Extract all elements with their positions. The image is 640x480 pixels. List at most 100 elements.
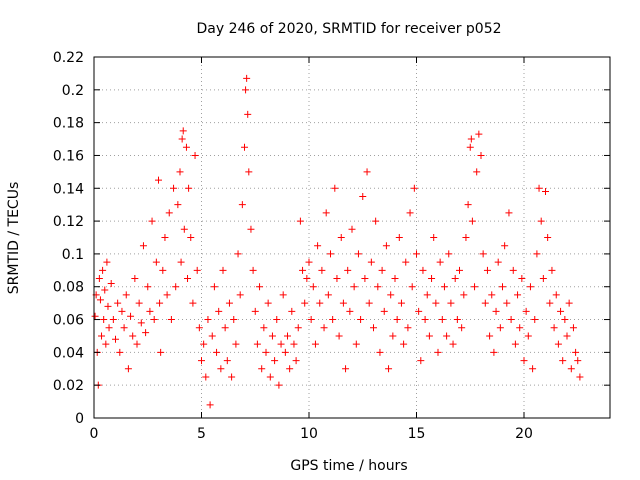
data-point xyxy=(195,324,203,332)
data-point xyxy=(428,275,436,283)
data-point xyxy=(238,201,246,209)
axis-ticks: 0 0.02 0.04 0.06 0.08 0.1 0.12 0.14 0.16 0.18 0.2 0… xyxy=(53,50,610,442)
data-point xyxy=(268,332,276,340)
data-point xyxy=(475,130,483,138)
data-point xyxy=(286,365,294,373)
data-point xyxy=(378,266,386,274)
data-point xyxy=(131,275,139,283)
data-point xyxy=(294,324,302,332)
data-point xyxy=(95,275,103,283)
data-point xyxy=(387,291,395,299)
data-point xyxy=(490,348,498,356)
data-point xyxy=(531,316,539,324)
data-point xyxy=(114,299,122,307)
data-point xyxy=(464,201,472,209)
y-tick-label: 0.12 xyxy=(53,214,84,230)
data-point xyxy=(389,332,397,340)
data-point xyxy=(417,357,425,365)
data-point xyxy=(301,299,309,307)
data-point xyxy=(266,373,274,381)
data-point xyxy=(329,316,337,324)
data-point xyxy=(460,291,468,299)
data-point xyxy=(552,291,560,299)
data-point xyxy=(234,250,242,258)
data-point xyxy=(273,316,281,324)
data-point xyxy=(483,266,491,274)
data-point xyxy=(557,307,565,315)
data-point xyxy=(322,209,330,217)
data-point xyxy=(492,307,500,315)
data-point xyxy=(395,234,403,241)
grid-lines xyxy=(94,57,610,418)
data-point xyxy=(174,201,182,209)
data-point xyxy=(507,316,515,324)
data-point xyxy=(376,348,384,356)
data-point xyxy=(155,176,162,184)
data-point xyxy=(537,217,545,225)
data-point xyxy=(182,143,190,151)
data-point xyxy=(262,348,270,356)
data-point xyxy=(539,275,547,283)
data-point xyxy=(453,316,461,324)
data-point xyxy=(202,373,210,381)
data-point xyxy=(359,192,367,200)
y-tick-label: 0.04 xyxy=(53,345,84,361)
data-point xyxy=(292,357,300,365)
data-point xyxy=(180,225,188,233)
data-point xyxy=(284,332,291,340)
data-point xyxy=(432,299,440,307)
data-point xyxy=(486,332,494,340)
data-point xyxy=(421,316,429,324)
data-point xyxy=(277,340,285,348)
data-point xyxy=(357,316,365,324)
data-point xyxy=(142,329,150,337)
data-point xyxy=(335,332,343,340)
data-point xyxy=(402,258,410,266)
data-point xyxy=(327,250,334,258)
data-point xyxy=(100,316,108,324)
data-point xyxy=(137,319,145,327)
data-point xyxy=(436,258,444,266)
data-point xyxy=(245,168,253,176)
data-point xyxy=(363,168,371,176)
data-point xyxy=(264,299,272,307)
data-point xyxy=(413,250,420,258)
data-point xyxy=(320,324,328,332)
data-point xyxy=(118,307,126,315)
data-point xyxy=(374,283,382,291)
data-point xyxy=(242,86,250,94)
data-point xyxy=(98,332,106,340)
data-point xyxy=(253,340,261,348)
data-point xyxy=(468,217,476,225)
y-tick-label: 0.06 xyxy=(53,313,84,329)
data-point xyxy=(554,340,562,348)
data-point xyxy=(443,332,451,340)
data-point xyxy=(404,324,412,332)
data-point xyxy=(514,291,522,299)
data-point xyxy=(213,348,221,356)
data-point xyxy=(170,184,178,192)
data-point xyxy=(299,266,307,274)
data-point xyxy=(342,365,350,373)
data-point xyxy=(337,234,345,241)
data-point xyxy=(563,332,571,340)
data-point xyxy=(445,250,453,258)
data-point xyxy=(415,307,423,315)
data-point xyxy=(223,357,231,365)
data-point xyxy=(440,283,448,291)
data-point xyxy=(105,324,113,332)
data-point xyxy=(499,283,506,291)
data-point xyxy=(251,307,259,315)
x-tick-label: 0 xyxy=(90,426,99,442)
data-point xyxy=(256,283,264,291)
data-point xyxy=(159,266,167,274)
data-point xyxy=(144,283,152,291)
data-point xyxy=(241,143,248,151)
data-point xyxy=(494,258,502,266)
data-point xyxy=(176,168,184,176)
data-point xyxy=(331,184,339,192)
data-point xyxy=(406,209,414,217)
data-point xyxy=(574,357,582,365)
x-tick-label: 10 xyxy=(300,426,318,442)
